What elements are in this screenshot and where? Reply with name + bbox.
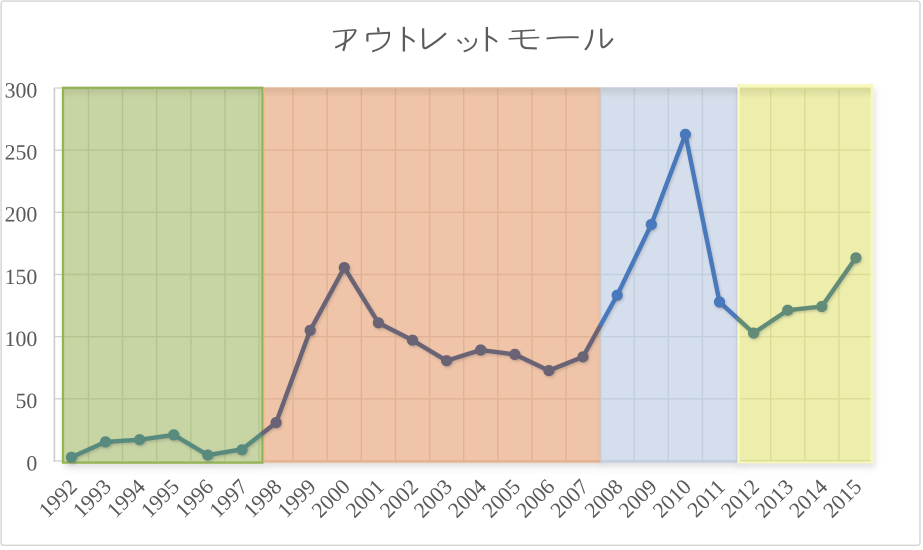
svg-text:50: 50 — [16, 389, 38, 413]
svg-text:0: 0 — [26, 451, 37, 475]
svg-text:200: 200 — [5, 203, 38, 227]
svg-text:100: 100 — [5, 327, 38, 351]
svg-text:300: 300 — [5, 78, 38, 102]
svg-text:250: 250 — [5, 141, 38, 165]
svg-text:150: 150 — [5, 265, 38, 289]
